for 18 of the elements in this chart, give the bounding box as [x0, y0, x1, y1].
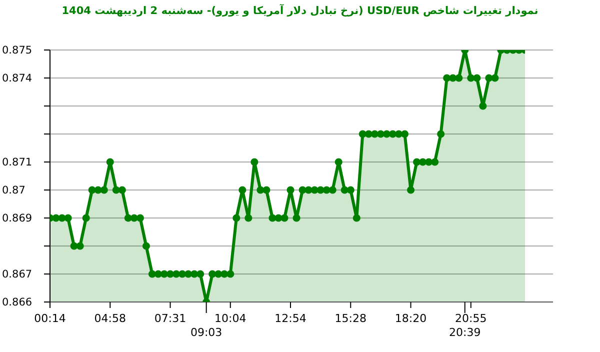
x-tick-label: 00:14	[34, 312, 66, 325]
y-tick-label: 0.869	[2, 212, 32, 225]
x-tick-label: 12:54	[274, 312, 306, 325]
x-tick-label: 09:03	[190, 326, 222, 339]
y-tick-label: 0.866	[2, 296, 32, 309]
x-tick-label: 15:28	[334, 312, 366, 325]
y-tick-label: 0.875	[2, 44, 32, 57]
x-tick-label: 18:20	[394, 312, 427, 325]
x-tick-label: 20:39	[449, 326, 481, 339]
y-tick-label: 0.867	[2, 268, 32, 281]
x-tick-label: 10:04	[214, 312, 246, 325]
y-tick-label: 0.87	[2, 184, 26, 197]
y-tick-label: 0.874	[2, 72, 32, 85]
x-tick-label: 04:58	[94, 312, 126, 325]
chart-title: نمودار تغییرات شاخص USD/EUR (نرخ تبادل دلار آمریکا و یورو)- سه‌شنبه 2 اردیبهشت 1404	[60, 5, 540, 17]
x-tick-label: 07:31	[154, 312, 186, 325]
x-tick-label: 20:55	[455, 312, 487, 325]
y-tick-label: 0.871	[2, 156, 32, 169]
